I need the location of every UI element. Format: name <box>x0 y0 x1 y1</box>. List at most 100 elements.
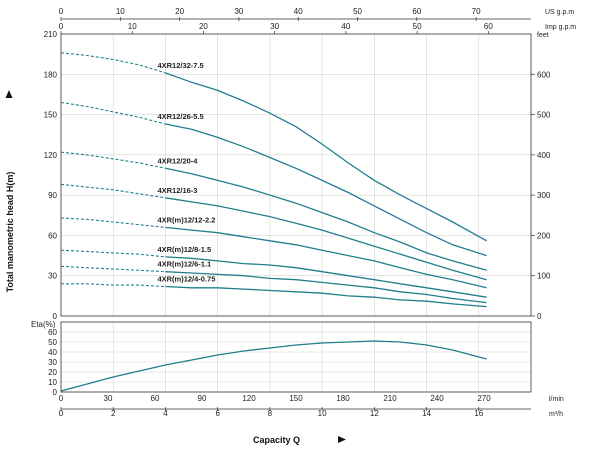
head-curve-dashed <box>60 101 166 125</box>
head-y-tick-label: 0 <box>53 312 58 321</box>
imp-gpm-unit-label: Imp g.p.m <box>545 24 576 31</box>
head-curve-solid <box>165 256 487 298</box>
m3h-tick-label: 14 <box>422 409 431 418</box>
bottom-axes <box>60 407 531 411</box>
eta-plot-frame <box>60 321 532 393</box>
head-curve-label: 4XR12/20-4 <box>157 156 198 165</box>
head-curve-solid <box>165 271 487 304</box>
head-curve-label: 4XR12/26-5.5 <box>157 112 203 121</box>
m3h-tick-label: 12 <box>370 409 379 418</box>
head-curve-dashed <box>60 217 166 228</box>
head-curve-solid <box>165 167 487 271</box>
head-curve-label: 4XR12/16-3 <box>157 186 197 195</box>
lmin-tick-label: 120 <box>242 394 256 403</box>
m3h-tick-label: 2 <box>111 409 116 418</box>
eta-y-tick-label: 40 <box>48 348 57 357</box>
eta-y-tick-label: 60 <box>48 328 57 337</box>
head-y-tick-label: 180 <box>44 70 58 79</box>
eta-grid <box>61 322 531 392</box>
head-curve-solid <box>165 285 487 308</box>
y-axis-title-arrow-icon <box>5 90 13 98</box>
us-gpm-tick-label: 40 <box>294 7 303 16</box>
head-y-tick-label: 60 <box>48 231 57 240</box>
m3h-tick-label: 8 <box>268 409 273 418</box>
imp-gpm-tick-label: 40 <box>341 22 350 31</box>
feet-tick-label: 600 <box>537 70 551 79</box>
head-grid <box>61 34 531 316</box>
eta-y-tick-label: 20 <box>48 368 57 377</box>
imp-gpm-tick-label: 20 <box>199 22 208 31</box>
us-gpm-tick-label: 50 <box>353 7 362 16</box>
lmin-tick-label: 30 <box>104 394 113 403</box>
m3h-tick-label: 4 <box>163 409 168 418</box>
imp-gpm-tick-label: 30 <box>270 22 279 31</box>
efficiency-curve <box>60 340 487 392</box>
lmin-tick-label: 240 <box>430 394 444 403</box>
feet-tick-label: 400 <box>537 151 551 160</box>
us-gpm-tick-label: 60 <box>412 7 421 16</box>
head-curve-dashed <box>60 265 166 273</box>
us-gpm-tick-label: 30 <box>234 7 243 16</box>
lmin-unit-label: l/min <box>549 396 564 403</box>
head-curve-label: 4XR(m)12/6-1.1 <box>157 260 211 269</box>
feet-tick-label: 100 <box>537 272 551 281</box>
us-gpm-tick-label: 10 <box>116 7 125 16</box>
head-curve-dashed <box>60 249 166 258</box>
head-curve-label: 4XR(m)12/4-0.75 <box>157 274 215 283</box>
m3h-tick-label: 0 <box>59 409 64 418</box>
lmin-tick-label: 60 <box>151 394 160 403</box>
lmin-tick-label: 150 <box>289 394 303 403</box>
head-curves <box>60 52 487 308</box>
head-curve-label: 4XR12/32-7.5 <box>157 61 203 70</box>
eta-y-tick-label: 50 <box>48 338 57 347</box>
head-curve-solid <box>165 197 487 281</box>
lmin-tick-label: 180 <box>336 394 350 403</box>
y-axis-title: Total manometric head H(m) <box>5 172 15 293</box>
head-y-tick-label: 120 <box>44 151 58 160</box>
head-curve-solid <box>165 123 487 257</box>
x-axis-title-arrow-icon <box>338 436 346 443</box>
imp-gpm-tick-label: 10 <box>128 22 137 31</box>
head-y-tick-label: 210 <box>44 30 58 39</box>
head-curve-solid <box>165 72 487 242</box>
m3h-tick-label: 10 <box>318 409 327 418</box>
head-y-tick-label: 150 <box>44 111 58 120</box>
x-axis-title: Capacity Q <box>253 435 300 445</box>
feet-unit-label: feet <box>537 32 549 39</box>
head-curve-label: 4XR(m)12/12-2.2 <box>157 215 215 224</box>
head-curve-dashed <box>60 151 166 169</box>
imp-gpm-tick-label: 60 <box>484 22 493 31</box>
imp-gpm-tick-label: 0 <box>59 22 64 31</box>
head-curve-label: 4XR(m)12/8-1.5 <box>157 245 211 254</box>
feet-tick-label: 500 <box>537 111 551 120</box>
us-gpm-unit-label: US g.p.m <box>545 9 574 16</box>
head-curve-dashed <box>60 52 166 74</box>
feet-tick-label: 300 <box>537 191 551 200</box>
head-curve-dashed <box>61 283 166 288</box>
eta-y-tick-label: 0 <box>53 388 58 397</box>
head-y-tick-label: 90 <box>48 191 57 200</box>
feet-tick-label: 0 <box>537 312 542 321</box>
eta-y-tick-label: 30 <box>48 358 57 367</box>
eta-y-tick-label: 10 <box>48 378 57 387</box>
head-plot-frame <box>60 33 532 317</box>
head-curve-solid <box>165 226 487 289</box>
lmin-tick-label: 90 <box>198 394 207 403</box>
m3h-unit-label: m³/h <box>549 411 563 418</box>
lmin-tick-label: 210 <box>383 394 397 403</box>
lmin-tick-label: 270 <box>477 394 491 403</box>
head-y-tick-label: 30 <box>48 272 57 281</box>
us-gpm-tick-label: 70 <box>472 7 481 16</box>
top-axes <box>60 17 531 34</box>
imp-gpm-tick-label: 50 <box>413 22 422 31</box>
eta-axis-label: Eta(%) <box>31 320 56 329</box>
lmin-tick-label: 0 <box>59 394 64 403</box>
us-gpm-tick-label: 20 <box>175 7 184 16</box>
feet-tick-label: 200 <box>537 231 551 240</box>
head-curve-dashed <box>60 183 166 199</box>
us-gpm-tick-label: 0 <box>59 7 64 16</box>
m3h-tick-label: 6 <box>215 409 220 418</box>
m3h-tick-label: 16 <box>474 409 483 418</box>
